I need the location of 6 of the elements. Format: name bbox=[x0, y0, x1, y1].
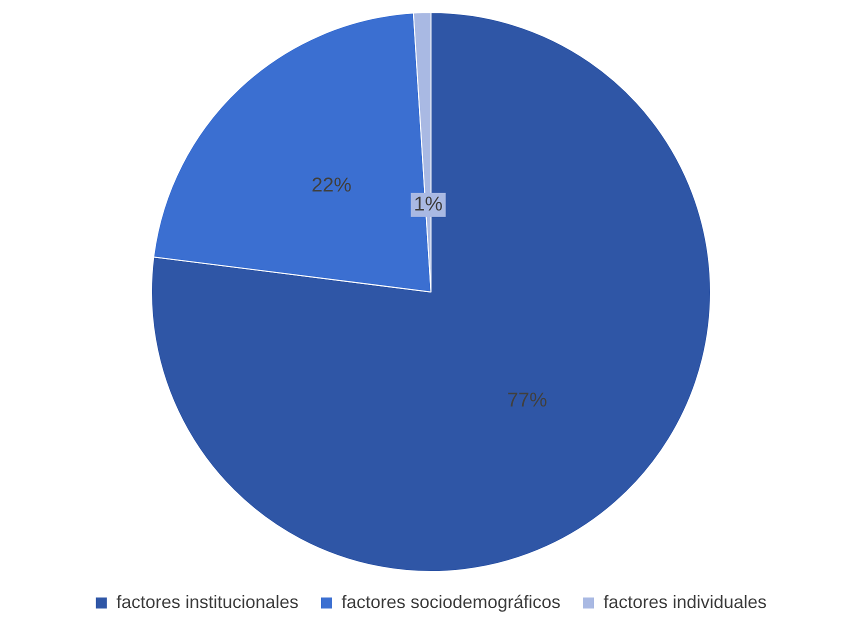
data-label: 77% bbox=[507, 390, 548, 412]
data-label: 22% bbox=[311, 174, 352, 197]
legend-label: factores individuales bbox=[604, 592, 767, 612]
data-label: 1% bbox=[414, 193, 443, 216]
legend-label: factores institucionales bbox=[116, 592, 298, 612]
legend-label: factores sociodemográficos bbox=[341, 592, 561, 612]
